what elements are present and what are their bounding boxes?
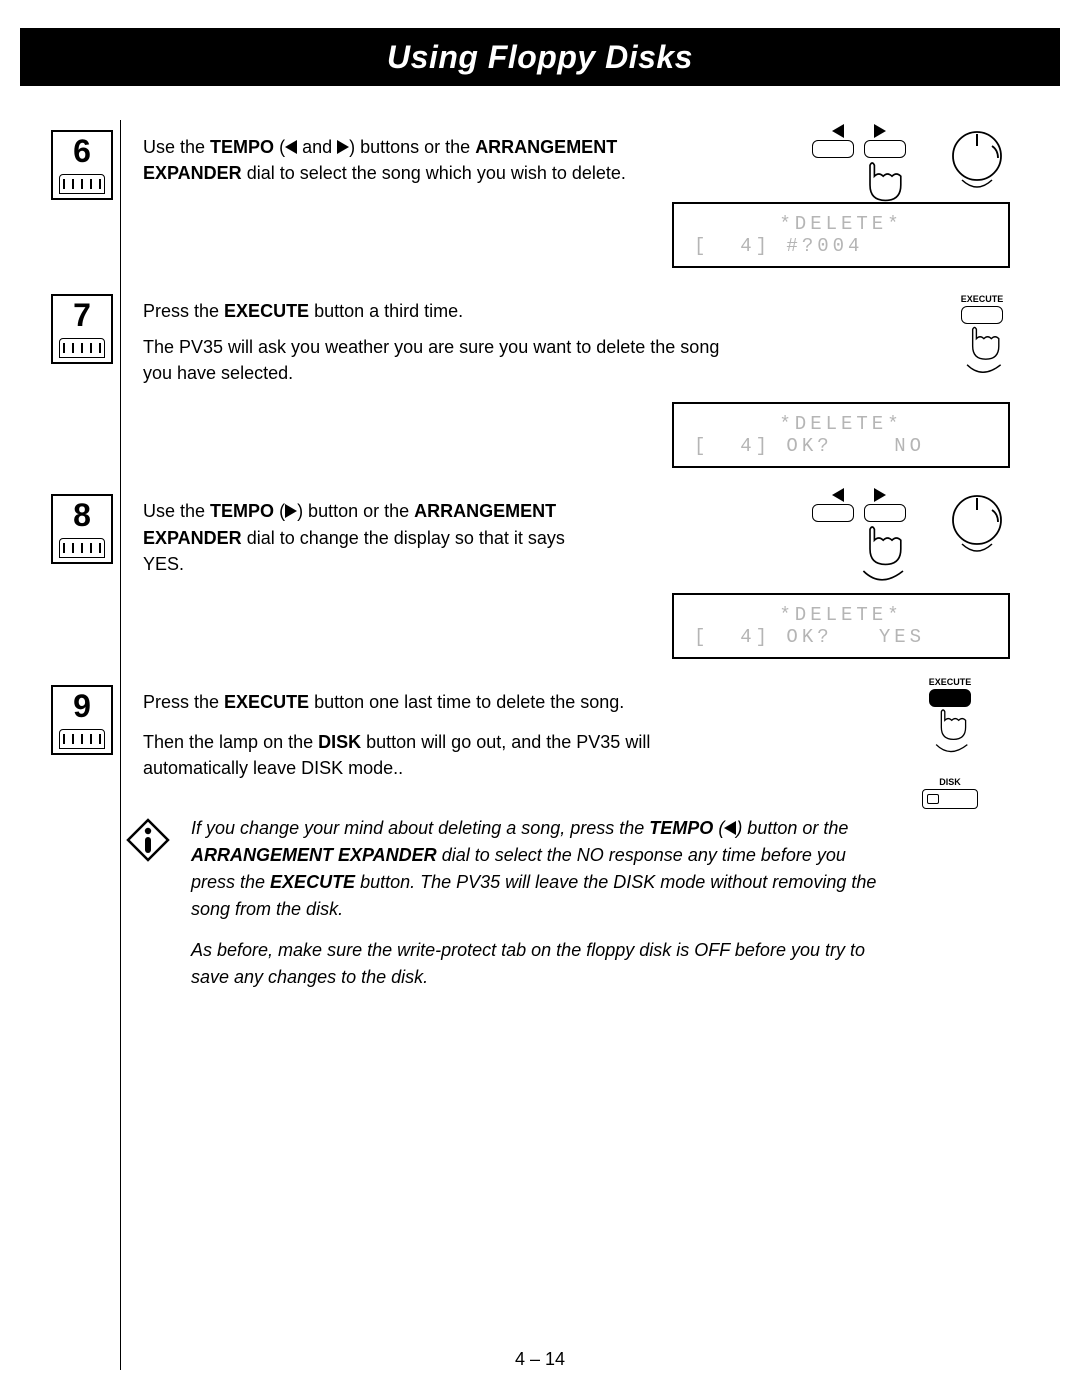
- lcd-display: *DELETE* [ 4] OK? NO: [672, 402, 1010, 468]
- step-number: 6: [73, 134, 91, 168]
- step-9: 9 Press the EXECUTE button one last time…: [121, 675, 1010, 789]
- lcd-line1: *DELETE*: [674, 413, 1008, 435]
- ruler-icon: [59, 538, 105, 558]
- lcd-line2: [ 4] #?004: [694, 235, 1008, 257]
- warning-icon: [125, 817, 171, 863]
- text: The PV35 will ask you weather you are su…: [143, 334, 753, 386]
- hand-press-icon: [954, 320, 1010, 376]
- text-bold: EXECUTE: [224, 301, 309, 321]
- lcd-display: *DELETE* [ 4] #?004: [672, 202, 1010, 268]
- triangle-left-icon: [285, 140, 297, 154]
- text: and: [297, 137, 337, 157]
- text: Then the lamp on the: [143, 732, 318, 752]
- tempo-buttons-icon: [804, 488, 914, 582]
- text-bold: TEMPO: [210, 137, 274, 157]
- page-number: 4 – 14: [0, 1349, 1080, 1370]
- title-bar: Using Floppy Disks: [20, 28, 1060, 86]
- text: ) button or the: [736, 818, 848, 838]
- step-number-box: 9: [51, 685, 113, 755]
- triangle-right-icon: [285, 504, 297, 518]
- text: button one last time to delete the song.: [309, 692, 624, 712]
- triangle-left-icon: [724, 821, 736, 835]
- disk-label: DISK: [939, 777, 961, 787]
- text: Use the: [143, 501, 210, 521]
- hand-press-icon: [848, 516, 914, 582]
- step-number-box: 6: [51, 130, 113, 200]
- text: button a third time.: [309, 301, 463, 321]
- dial-icon: [944, 492, 1010, 558]
- text: (: [274, 137, 285, 157]
- text-bold: EXECUTE: [224, 692, 309, 712]
- lcd-line2: [ 4] OK? NO: [694, 435, 1008, 457]
- triangle-right-icon: [337, 140, 349, 154]
- text: ) button or the: [297, 501, 414, 521]
- step-number: 9: [73, 689, 91, 723]
- text-bold: DISK: [318, 732, 361, 752]
- step-text: Use the TEMPO () button or the ARRANGEME…: [143, 498, 583, 576]
- lcd-line1: *DELETE*: [674, 213, 1008, 235]
- ruler-icon: [59, 174, 105, 194]
- step-6: 6 Use the TEMPO ( and ) buttons or the A…: [121, 120, 1010, 284]
- content-column: 6 Use the TEMPO ( and ) buttons or the A…: [120, 120, 1010, 1370]
- disk-button-icon: [922, 789, 978, 809]
- step-number-box: 7: [51, 294, 113, 364]
- text-bold: TEMPO: [210, 501, 274, 521]
- step-text: Press the EXECUTE button one last time t…: [143, 689, 743, 781]
- ruler-icon: [59, 338, 105, 358]
- text: ) buttons or the: [349, 137, 475, 157]
- text: Press the: [143, 301, 224, 321]
- execute-label: EXECUTE: [929, 677, 972, 687]
- step-illustration: EXECUTE DISK: [890, 677, 1010, 809]
- step-7: 7 Press the EXECUTE button a third time.…: [121, 284, 1010, 484]
- execute-label: EXECUTE: [961, 294, 1004, 304]
- ruler-icon: [59, 729, 105, 749]
- lcd-display: *DELETE* [ 4] OK? YES: [672, 593, 1010, 659]
- lcd-line1: *DELETE*: [674, 604, 1008, 626]
- text: Press the: [143, 692, 224, 712]
- text-bold: TEMPO: [649, 818, 713, 838]
- step-illustration: [680, 488, 1010, 582]
- page-title: Using Floppy Disks: [387, 39, 693, 76]
- text-bold: EXECUTE: [270, 872, 355, 892]
- text: (: [274, 501, 285, 521]
- text: dial to select the song which you wish t…: [242, 163, 626, 183]
- step-text: Press the EXECUTE button a third time. T…: [143, 298, 753, 386]
- step-text: Use the TEMPO ( and ) buttons or the ARR…: [143, 134, 643, 186]
- step-8: 8 Use the TEMPO () button or the ARRANGE…: [121, 484, 1010, 674]
- hand-press-icon: [924, 703, 976, 755]
- lcd-line2: [ 4] OK? YES: [694, 626, 1008, 648]
- step-number-box: 8: [51, 494, 113, 564]
- step-number: 7: [73, 298, 91, 332]
- caution-note: If you change your mind about deleting a…: [121, 815, 891, 991]
- text: As before, make sure the write-protect t…: [191, 937, 891, 991]
- text-bold: ARRANGEMENT EXPANDER: [191, 845, 437, 865]
- step-number: 8: [73, 498, 91, 532]
- step-illustration: EXECUTE: [890, 294, 1010, 376]
- text: If you change your mind about deleting a…: [191, 818, 649, 838]
- text: Use the: [143, 137, 210, 157]
- dial-icon: [944, 128, 1010, 194]
- text: (: [713, 818, 724, 838]
